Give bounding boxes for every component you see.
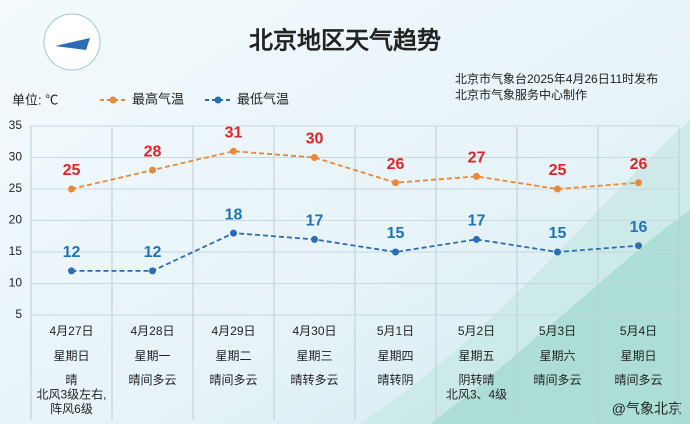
- weekday: 星期日: [53, 349, 89, 363]
- weather: 晴间多云: [209, 373, 257, 387]
- x-tick-label: 5月2日: [458, 324, 495, 338]
- legend-marker: [109, 96, 117, 104]
- point: [392, 248, 399, 256]
- series-line: [71, 150, 639, 190]
- point: [149, 267, 156, 275]
- y-tick-label: 35: [9, 118, 23, 132]
- weather: 晴: [65, 373, 77, 387]
- point: [149, 166, 156, 174]
- value-label: 25: [549, 162, 567, 179]
- weather: 晴间多云: [614, 373, 662, 387]
- weather: 阴转晴: [458, 372, 494, 387]
- y-tick-label: 10: [9, 276, 23, 290]
- weather: 北风3级左右,: [36, 387, 106, 402]
- value-label: 17: [468, 213, 486, 230]
- weather: 晴间多云: [128, 373, 176, 387]
- x-tick-label: 5月3日: [539, 324, 576, 338]
- point: [311, 154, 318, 161]
- y-tick-label: 25: [9, 181, 23, 195]
- weather: 晴转阴: [377, 372, 413, 387]
- point: [230, 229, 237, 237]
- value-label: 27: [468, 150, 486, 167]
- value-label: 15: [387, 225, 405, 242]
- logo: [43, 13, 101, 71]
- value-label: 16: [630, 219, 648, 236]
- weekday: 星期日: [620, 349, 656, 363]
- title: 北京地区天气趋势: [249, 26, 441, 54]
- legend-label: 最高气温: [132, 91, 184, 106]
- point: [473, 235, 480, 243]
- x-tick-label: 4月30日: [292, 324, 336, 338]
- x-tick-label: 5月4日: [620, 324, 657, 338]
- weekday: 星期一: [134, 349, 170, 363]
- x-tick-label: 4月29日: [211, 324, 255, 338]
- point: [311, 235, 318, 243]
- weekday: 星期六: [539, 349, 575, 363]
- value-label: 30: [306, 131, 324, 148]
- x-tick-label: 5月1日: [377, 324, 414, 338]
- y-tick-label: 30: [9, 150, 23, 164]
- value-label: 12: [144, 244, 162, 261]
- value-label: 17: [306, 213, 324, 230]
- series-line: [71, 232, 639, 272]
- source: 北京市气象台2025年4月26日11时发布: [455, 71, 658, 86]
- weather: 晴转多云: [290, 372, 338, 387]
- value-label: 15: [549, 225, 567, 242]
- weather: 晴间多云: [533, 373, 581, 387]
- weekday: 星期四: [377, 349, 413, 363]
- value-label: 28: [144, 143, 162, 160]
- decor-swoosh: [430, 210, 690, 424]
- value-label: 18: [225, 206, 243, 223]
- point: [554, 185, 561, 193]
- x-tick-label: 4月27日: [49, 324, 93, 338]
- unit: 单位: ℃: [12, 92, 58, 107]
- point: [473, 172, 480, 180]
- logo: [55, 38, 90, 50]
- point: [635, 179, 642, 187]
- maker: 北京市气象服务中心制作: [455, 87, 587, 102]
- legend-marker: [214, 96, 222, 104]
- weekday: 星期三: [296, 349, 332, 363]
- weather: 阵风6级: [50, 402, 93, 416]
- y-tick-label: 5: [15, 307, 22, 321]
- weather: 北风3、4级: [446, 388, 507, 402]
- point: [68, 267, 75, 275]
- value-label: 31: [225, 124, 243, 141]
- value-label: 25: [63, 162, 81, 179]
- point: [554, 248, 561, 256]
- y-tick-label: 20: [9, 213, 23, 227]
- value-label: 26: [630, 156, 648, 173]
- weekday: 星期五: [458, 349, 494, 363]
- point: [230, 147, 237, 155]
- point: [68, 185, 75, 193]
- weekday: 星期二: [215, 349, 251, 363]
- point: [635, 242, 642, 250]
- x-tick-label: 4月28日: [130, 324, 174, 338]
- value-label: 12: [63, 244, 81, 261]
- value-label: 26: [387, 156, 405, 173]
- watermark: @气象北京: [612, 401, 682, 417]
- point: [392, 179, 399, 187]
- legend-label: 最低气温: [237, 91, 289, 106]
- y-tick-label: 15: [9, 244, 23, 258]
